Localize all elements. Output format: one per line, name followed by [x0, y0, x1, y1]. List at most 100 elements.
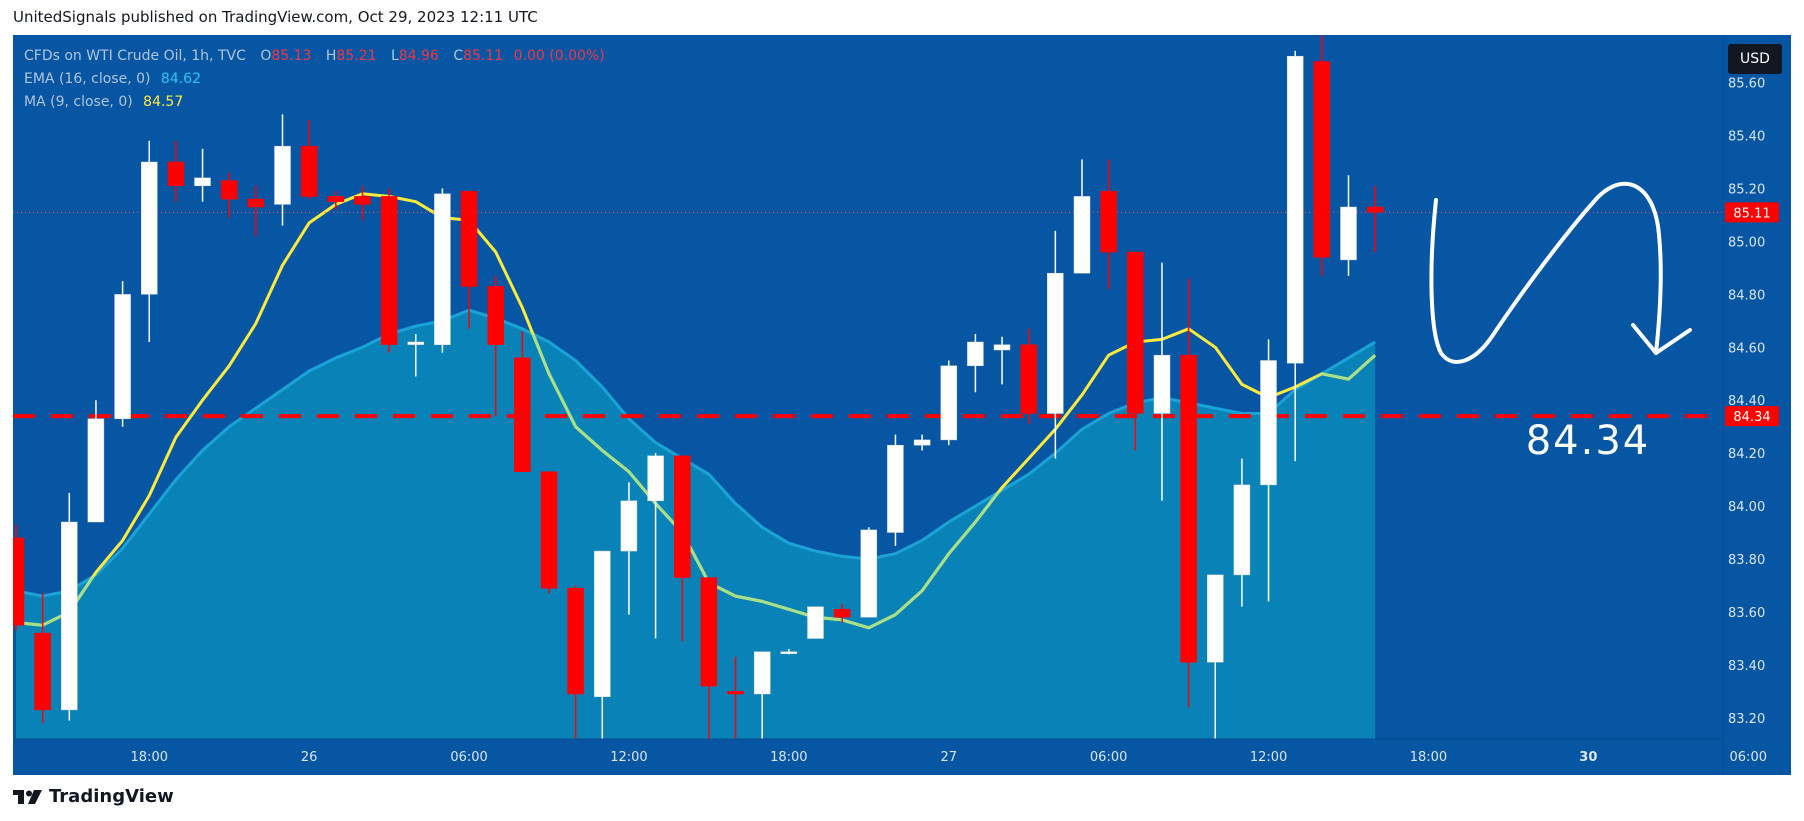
price-tick-label: 84.40	[1728, 394, 1765, 409]
price-tick-label: 85.40	[1728, 130, 1765, 145]
candle-body	[567, 587, 584, 695]
legend-ema-row[interactable]: EMA (16, close, 0) 84.62	[24, 68, 605, 91]
candle-body	[753, 651, 771, 695]
candle	[434, 188, 451, 353]
candle	[61, 492, 78, 721]
price-tick-label: 83.80	[1728, 553, 1765, 568]
candle-body	[1207, 574, 1224, 663]
price-labels-group: 85.11 84.34	[1725, 202, 1779, 427]
price-tick-label: 85.60	[1728, 77, 1765, 92]
projection-drawing-group: 84.34	[1429, 181, 1692, 464]
candle-body	[220, 180, 238, 200]
candle	[620, 482, 638, 615]
change-value: 0.00 (0.00%)	[513, 48, 605, 64]
candle	[700, 577, 718, 739]
ema-value: 84.62	[160, 71, 202, 87]
candle-body	[1366, 206, 1384, 213]
candle	[114, 281, 131, 427]
currency-button[interactable]: USD	[1728, 44, 1782, 74]
legend-ma-row[interactable]: MA (9, close, 0) 84.57	[24, 91, 605, 114]
candle	[1366, 185, 1384, 253]
price-tick-label: 85.00	[1728, 235, 1765, 250]
candle-body	[1153, 354, 1171, 414]
candle-body	[13, 537, 25, 626]
candle-body	[1073, 196, 1091, 274]
candle	[407, 334, 425, 377]
candle	[594, 550, 611, 739]
candle	[13, 524, 25, 631]
target-price-tag-text: 84.34	[1733, 410, 1770, 425]
candle	[1340, 175, 1357, 276]
time-tick-label: 18:00	[131, 750, 168, 765]
projection-arrowhead	[1631, 323, 1692, 355]
candle-body	[141, 161, 158, 295]
legend-symbol-row: CFDs on WTI Crude Oil, 1h, TVC O85.13 H8…	[24, 45, 605, 68]
candle-body	[1180, 354, 1197, 663]
candle-body	[514, 357, 531, 472]
candle	[807, 606, 824, 639]
tradingview-logo[interactable]: TradingView	[13, 786, 174, 807]
time-tick-label: 18:00	[770, 750, 807, 765]
candle-body	[434, 193, 451, 345]
candle	[1153, 262, 1171, 501]
candle	[940, 360, 958, 446]
candle-body	[540, 471, 558, 589]
high-label: H	[325, 48, 337, 64]
candle-body	[727, 691, 744, 695]
candle	[1207, 574, 1224, 739]
candle-body	[194, 177, 211, 187]
candle	[1020, 328, 1037, 425]
chart-frame[interactable]: 84.34 85.60 85.40 85.20 85.00 84.80 84.60 84.4…	[13, 35, 1791, 775]
time-tick-label: 06:00	[1730, 750, 1767, 765]
candle	[34, 593, 51, 724]
candle-body	[887, 444, 904, 533]
candle-body	[1260, 360, 1277, 486]
candle-body	[167, 161, 185, 187]
price-tick-label: 84.80	[1728, 288, 1765, 303]
last-price-tag-text: 85.11	[1733, 206, 1770, 221]
candle-body	[61, 521, 78, 711]
candle-body	[380, 196, 398, 345]
candle-body	[1100, 190, 1117, 253]
candle	[220, 172, 238, 218]
candle	[753, 651, 771, 739]
candle-body	[1313, 61, 1331, 258]
price-tick-label: 85.20	[1728, 183, 1765, 198]
candle-body	[1047, 272, 1064, 414]
candle	[487, 275, 504, 417]
candle-body	[1127, 251, 1144, 414]
candle	[967, 334, 984, 393]
tradingview-icon	[13, 789, 42, 804]
candle-body	[487, 286, 504, 345]
candle	[1127, 251, 1144, 451]
candle-body	[647, 455, 664, 502]
last-price-tag: 85.11	[1725, 202, 1779, 223]
candle-body	[114, 294, 131, 420]
price-axis: 85.60 85.40 85.20 85.00 84.80 84.60 84.40 84.20…	[1722, 35, 1765, 775]
candle-body	[460, 190, 478, 287]
target-price-tag-bg	[1725, 406, 1779, 427]
time-tick-label: 12:00	[1250, 750, 1287, 765]
time-tick-label: 18:00	[1410, 750, 1447, 765]
close-value: 85.11	[463, 48, 504, 64]
candle	[87, 400, 105, 523]
price-tick-label: 84.20	[1728, 447, 1765, 462]
candle	[327, 191, 345, 210]
chart-legend: CFDs on WTI Crude Oil, 1h, TVC O85.13 H8…	[24, 45, 605, 114]
low-label: L	[390, 48, 399, 64]
open-label: O	[260, 48, 272, 64]
publish-header: UnitedSignals published on TradingView.c…	[13, 8, 538, 26]
candle	[167, 140, 185, 202]
candle-body	[993, 344, 1011, 351]
candle	[860, 527, 878, 618]
candle-body	[940, 365, 958, 441]
candle-body	[34, 632, 51, 711]
price-chart[interactable]: 84.34 85.60 85.40 85.20 85.00 84.80 84.60 84.4…	[13, 35, 1791, 775]
ema-label: EMA (16, close, 0)	[24, 71, 151, 87]
ma-label: MA (9, close, 0)	[24, 94, 133, 110]
brand-name: TradingView	[49, 786, 174, 807]
candle-body	[807, 606, 824, 639]
candle	[993, 336, 1011, 385]
candle	[300, 119, 318, 200]
candle-body	[1020, 344, 1037, 414]
